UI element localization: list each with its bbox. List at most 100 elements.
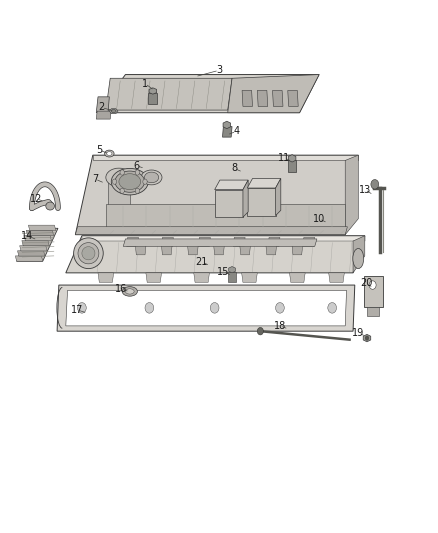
Polygon shape xyxy=(17,228,58,261)
Text: 20: 20 xyxy=(360,278,372,288)
Text: 14: 14 xyxy=(21,231,34,241)
Circle shape xyxy=(145,303,154,313)
Polygon shape xyxy=(98,273,114,282)
Text: 7: 7 xyxy=(92,174,98,184)
Polygon shape xyxy=(276,179,281,216)
Polygon shape xyxy=(123,239,317,246)
Polygon shape xyxy=(18,251,45,256)
Polygon shape xyxy=(242,91,253,107)
Polygon shape xyxy=(187,246,198,255)
Circle shape xyxy=(120,170,124,175)
Text: 4: 4 xyxy=(233,126,240,136)
Ellipse shape xyxy=(105,150,114,157)
Text: 21: 21 xyxy=(195,257,208,267)
Polygon shape xyxy=(135,246,146,255)
Circle shape xyxy=(78,303,86,313)
Polygon shape xyxy=(288,160,297,172)
Polygon shape xyxy=(75,155,358,235)
Polygon shape xyxy=(345,155,358,235)
Polygon shape xyxy=(15,256,43,261)
Polygon shape xyxy=(288,91,298,107)
Polygon shape xyxy=(194,273,209,282)
Polygon shape xyxy=(198,237,210,246)
Polygon shape xyxy=(303,237,315,246)
Polygon shape xyxy=(233,237,245,246)
Ellipse shape xyxy=(353,248,364,269)
Polygon shape xyxy=(223,121,230,128)
Polygon shape xyxy=(111,110,116,112)
Polygon shape xyxy=(146,273,162,282)
Polygon shape xyxy=(228,272,236,282)
Polygon shape xyxy=(272,91,283,107)
Polygon shape xyxy=(215,180,248,190)
Circle shape xyxy=(371,180,379,189)
Polygon shape xyxy=(243,180,248,217)
Text: 10: 10 xyxy=(313,214,325,224)
Polygon shape xyxy=(96,111,111,119)
Circle shape xyxy=(135,170,140,175)
Polygon shape xyxy=(75,227,347,235)
Polygon shape xyxy=(228,75,319,113)
Polygon shape xyxy=(97,75,319,113)
Text: 19: 19 xyxy=(352,328,364,338)
Polygon shape xyxy=(353,236,365,273)
Circle shape xyxy=(113,179,117,184)
Circle shape xyxy=(135,188,140,193)
Circle shape xyxy=(120,188,124,193)
Polygon shape xyxy=(148,93,157,104)
Ellipse shape xyxy=(145,172,159,183)
Text: 1: 1 xyxy=(142,78,148,88)
Polygon shape xyxy=(266,246,276,255)
Text: 8: 8 xyxy=(231,164,237,173)
Polygon shape xyxy=(247,188,276,216)
Polygon shape xyxy=(127,237,138,246)
Ellipse shape xyxy=(115,171,145,192)
Polygon shape xyxy=(106,78,232,110)
Polygon shape xyxy=(110,109,118,114)
Polygon shape xyxy=(215,190,243,217)
Polygon shape xyxy=(24,236,51,241)
Polygon shape xyxy=(20,246,47,251)
Polygon shape xyxy=(22,240,49,246)
Ellipse shape xyxy=(82,247,95,260)
Ellipse shape xyxy=(107,152,112,156)
Circle shape xyxy=(328,303,336,313)
Polygon shape xyxy=(57,285,355,331)
Polygon shape xyxy=(93,155,358,160)
Ellipse shape xyxy=(122,287,138,296)
Ellipse shape xyxy=(141,170,162,185)
Text: 11: 11 xyxy=(278,153,290,163)
Circle shape xyxy=(365,336,369,340)
Ellipse shape xyxy=(125,289,134,294)
Text: 16: 16 xyxy=(115,284,127,294)
Circle shape xyxy=(143,179,147,184)
Text: 6: 6 xyxy=(133,161,139,171)
Text: 17: 17 xyxy=(71,305,84,315)
Polygon shape xyxy=(108,172,130,215)
Polygon shape xyxy=(96,97,110,113)
Polygon shape xyxy=(82,236,365,241)
Text: 12: 12 xyxy=(30,193,42,204)
Polygon shape xyxy=(247,179,281,188)
Polygon shape xyxy=(229,266,236,273)
Text: 5: 5 xyxy=(96,145,102,155)
Ellipse shape xyxy=(111,168,148,195)
Polygon shape xyxy=(66,236,365,273)
Text: 2: 2 xyxy=(99,102,105,112)
Text: 3: 3 xyxy=(216,66,222,75)
Polygon shape xyxy=(242,273,257,282)
Polygon shape xyxy=(328,273,344,282)
Ellipse shape xyxy=(106,168,132,187)
Polygon shape xyxy=(214,246,224,255)
Text: 13: 13 xyxy=(359,184,371,195)
Ellipse shape xyxy=(119,174,141,190)
Ellipse shape xyxy=(46,202,54,210)
Polygon shape xyxy=(223,126,232,137)
Polygon shape xyxy=(290,273,305,282)
Polygon shape xyxy=(364,276,383,308)
Polygon shape xyxy=(288,155,296,162)
Ellipse shape xyxy=(78,243,99,264)
Polygon shape xyxy=(149,88,157,94)
Polygon shape xyxy=(268,237,280,246)
Polygon shape xyxy=(240,246,251,255)
